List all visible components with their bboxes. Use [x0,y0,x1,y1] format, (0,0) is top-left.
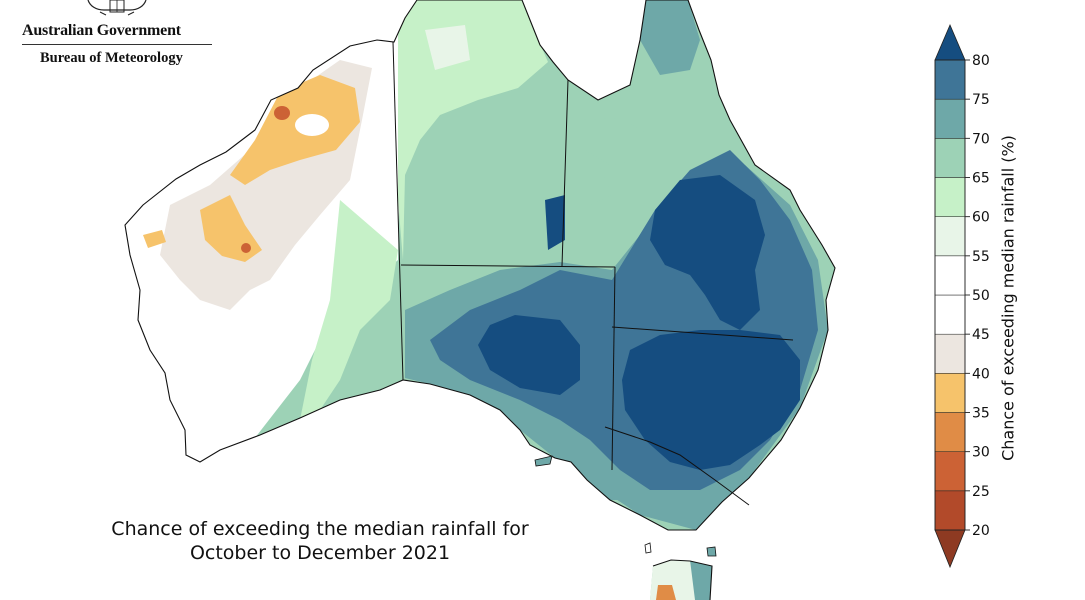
colorbar-legend: 20 25 30 35 40 45 50 55 60 65 70 75 80 [934,23,990,569]
rainfall-probability-fill [125,0,835,600]
flinders-island [706,546,717,557]
colorbar-tick-label: 20 [972,523,990,539]
colorbar-bin-70-75 [934,98,966,139]
colorbar-bin-75-80 [934,59,966,100]
colorbar-tick-label: 40 [972,366,990,382]
state-borders [392,41,794,506]
colorbar-extend-high [934,23,966,61]
colorbar-bin-25-30 [934,451,966,492]
colorbar-tick-label: 65 [972,171,990,187]
colorbar-bin-60-65 [934,177,966,217]
colorbar-tick-label: 70 [972,131,990,147]
colorbar-bin-20-25 [934,490,966,531]
colorbar-bin-40-45 [934,333,966,374]
tasmania-coastline [652,559,713,600]
colorbar-bin-35-40 [934,373,966,413]
colorbar-tick-label: 55 [972,249,990,265]
colorbar-bin-65-70 [934,138,966,178]
colorbar-tick-label: 60 [972,210,990,226]
kangaroo-island [534,455,553,467]
bureau-name: Bureau of Meteorology [40,50,183,66]
colorbar-bin-50-55 [934,255,966,296]
colorbar-extend-low [934,529,966,569]
coat-of-arms-icon [87,0,147,16]
colorbar-tick-label: 50 [972,288,990,304]
government-logo: Australian Government Bureau of Meteorol… [22,0,218,67]
map-caption: Chance of exceeding the median rainfall … [70,517,570,565]
colorbar-bin-45-50 [934,294,966,335]
colorbar-bin-55-60 [934,216,966,257]
colorbar-tick-label: 45 [972,327,990,343]
logo-divider [22,44,212,45]
caption-line-1: Chance of exceeding the median rainfall … [111,518,529,540]
colorbar-tick-label: 25 [972,484,990,500]
king-island [644,542,652,554]
caption-line-2: October to December 2021 [189,542,451,564]
colorbar-tick-label: 30 [972,445,990,461]
agency-name: Australian Government [22,22,181,39]
mainland-coastline [124,0,836,531]
legend-title: Chance of exceeding median rainfall (%) [998,135,1018,461]
colorbar-bin-30-35 [934,412,966,452]
colorbar-tick-label: 80 [972,53,990,69]
colorbar-tick-label: 35 [972,406,990,422]
colorbar-tick-label: 75 [972,92,990,108]
